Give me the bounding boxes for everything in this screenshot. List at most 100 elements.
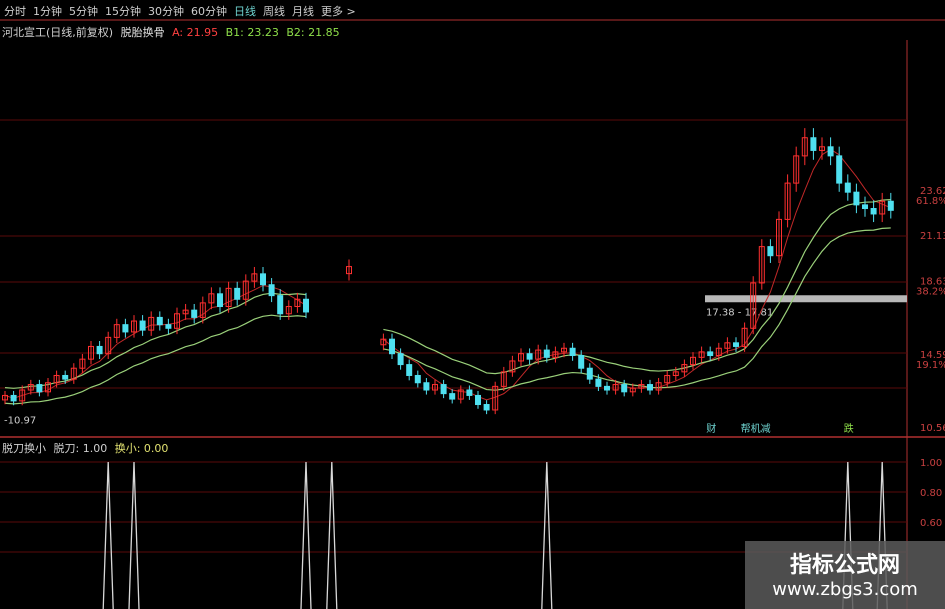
y-tick-pct: 19.1% (916, 360, 945, 371)
candle-body (260, 273, 266, 286)
sub-y-tick-label: 0.80 (920, 488, 942, 499)
period-tab[interactable]: 30分钟 (148, 5, 184, 18)
candle-body (268, 284, 275, 297)
ma-line (4, 284, 307, 399)
candle-body (139, 320, 146, 331)
indicator-name[interactable]: 脱胎换骨 (120, 26, 165, 39)
y-tick-pct: 38.2% (916, 287, 945, 298)
candle-body (879, 200, 886, 215)
period-tab[interactable]: 周线 (263, 5, 285, 18)
candle-body (758, 246, 765, 284)
candle-body (526, 353, 533, 360)
period-tab[interactable]: 日线 (234, 5, 256, 18)
candle-body (509, 360, 516, 373)
y-tick-label: 18.63 (920, 277, 945, 288)
candle-body (36, 384, 43, 393)
candle-body (156, 316, 163, 326)
candle-body (887, 200, 894, 211)
period-bar: 分时 1分钟 5分钟 15分钟 30分钟 60分钟 日线 周线 月线 更多 > (4, 3, 363, 19)
candle-body (707, 351, 714, 357)
watermark-title: 指标公式网 (789, 553, 900, 578)
band-upper-line (4, 292, 307, 389)
candle-body (672, 371, 679, 376)
candle-body (19, 389, 26, 402)
y-tick-label: 21.13 (920, 231, 945, 242)
candle-body (131, 320, 137, 333)
candle-body (217, 293, 223, 308)
candle-body (604, 385, 610, 391)
watermark-url: www.zbgs3.com (772, 579, 918, 600)
sub-y-tick-label: 1.00 (920, 458, 942, 469)
period-tab[interactable]: 5分钟 (69, 5, 98, 18)
candle-body (148, 316, 155, 331)
signal-spike (102, 461, 114, 609)
signal-spike (541, 461, 553, 609)
candle-body (174, 313, 180, 329)
value-b1: B1: 23.23 (225, 26, 279, 39)
candle-body (621, 384, 628, 393)
candle-body (535, 349, 542, 360)
value-b2: B2: 21.85 (286, 26, 340, 39)
candle-body (432, 384, 438, 391)
candle-body (655, 382, 662, 391)
candle-body (285, 306, 292, 315)
period-tab[interactable]: 1分钟 (33, 5, 62, 18)
candle-body (165, 324, 172, 329)
candle-body (698, 351, 705, 358)
candle-body (475, 394, 481, 406)
candle-body (836, 155, 843, 184)
signal-spike (128, 461, 140, 609)
low-price-label: -10.97 (4, 416, 36, 427)
candle-body (586, 367, 593, 380)
candle-body (234, 287, 241, 300)
price-zone-bar (705, 295, 907, 303)
candle-body (79, 358, 86, 369)
band-lower-line (383, 227, 891, 391)
price-zone-label: 17.38 - 17.81 (706, 307, 773, 318)
candle-body (629, 387, 636, 393)
candle-body (113, 324, 120, 338)
candle-body (793, 155, 800, 184)
sub-indicator-info: 脱刀换小 脱刀: 1.00 换小: 0.00 (2, 440, 172, 456)
candle-body (53, 374, 60, 384)
candle-body (294, 298, 301, 308)
period-tab[interactable]: 更多 > (321, 5, 356, 18)
y-tick-label: 14.59 (920, 350, 945, 361)
sub-y-tick-label: 0.60 (920, 518, 942, 529)
y-tick-pct: 61.8% (916, 196, 945, 207)
candle-body (690, 356, 696, 366)
y-tick-label: 23.62 (920, 186, 945, 197)
signal-tag: 帮机减 (741, 422, 771, 435)
candle-body (70, 367, 77, 380)
candle-body (440, 384, 447, 395)
candle-body (681, 364, 688, 373)
candle-body (303, 298, 309, 313)
band-upper-line (383, 198, 891, 375)
sub-indicator-name[interactable]: 脱刀换小 (2, 442, 46, 455)
candle-body (182, 309, 189, 315)
candle-body (457, 389, 464, 400)
candle-body (612, 384, 619, 391)
candle-body (466, 389, 473, 396)
signal-tag: 跌 (844, 422, 854, 435)
candle-body (423, 382, 430, 391)
period-tab[interactable]: 15分钟 (105, 5, 141, 18)
candle-body (2, 394, 8, 401)
period-tab[interactable]: 60分钟 (191, 5, 227, 18)
candle-body (552, 351, 559, 358)
candle-body (664, 374, 671, 384)
candle-body (518, 353, 524, 362)
candle-body (543, 349, 550, 358)
period-tab[interactable]: 分时 (4, 5, 26, 18)
candle-body (569, 347, 576, 357)
candle-body (784, 182, 791, 220)
candle-body (741, 327, 748, 347)
candle-body (414, 374, 421, 384)
watermark: 指标公式网 www.zbgs3.com (745, 541, 945, 609)
candle-body (767, 246, 774, 257)
period-tab[interactable]: 月线 (292, 5, 314, 18)
candle-body (389, 338, 395, 355)
ma-line (383, 148, 891, 401)
candle-body (827, 146, 834, 157)
